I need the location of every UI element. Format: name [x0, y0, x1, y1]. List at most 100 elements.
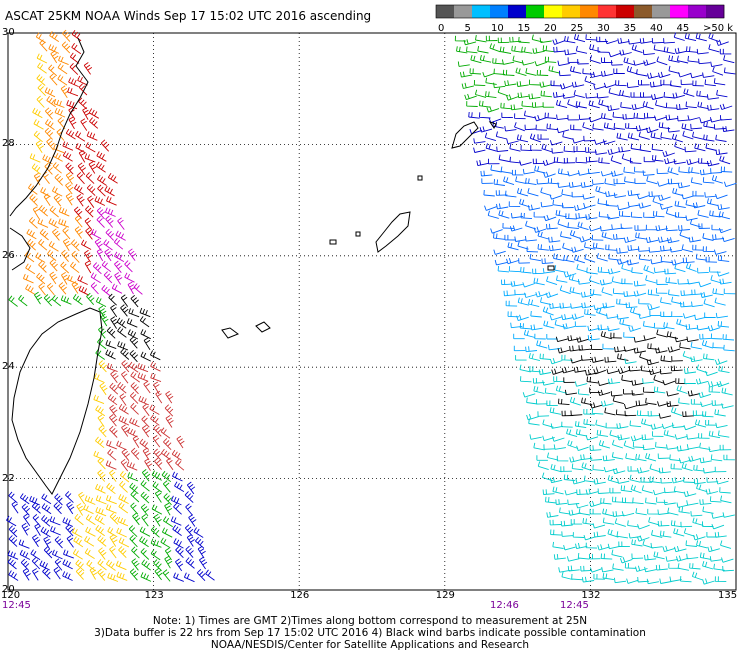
- wind-barb: [702, 506, 714, 514]
- wind-barb: [98, 305, 107, 319]
- wind-barb: [525, 68, 537, 76]
- wind-barb: [514, 236, 527, 242]
- wind-barb: [531, 34, 544, 43]
- wind-barb: [681, 193, 695, 200]
- wind-barb: [62, 141, 74, 151]
- wind-barb: [526, 397, 538, 405]
- wind-barb: [542, 268, 555, 274]
- wind-barb: [62, 238, 71, 251]
- wind-barb: [103, 239, 113, 251]
- wind-barb: [97, 457, 106, 470]
- wind-barb: [651, 154, 664, 162]
- wind-barb: [475, 35, 487, 43]
- wind-barb: [672, 422, 684, 429]
- wind-barb: [698, 433, 710, 439]
- wind-barb: [711, 524, 725, 530]
- wind-barb: [722, 236, 735, 243]
- wind-barb: [702, 72, 715, 78]
- wind-barb: [655, 288, 668, 294]
- wind-barb: [106, 326, 116, 339]
- wind-barb: [586, 267, 598, 275]
- wind-barb: [497, 265, 510, 273]
- wind-barb: [569, 286, 581, 295]
- wind-barb: [48, 241, 59, 252]
- wind-barb: [715, 422, 728, 429]
- wind-barb: [674, 141, 686, 151]
- wind-barb: [531, 102, 544, 108]
- wind-barb: [78, 150, 86, 163]
- wind-barb: [485, 77, 497, 85]
- wind-barb: [549, 407, 561, 415]
- map-title: ASCAT 25KM NOAA Winds Sep 17 15:02 UTC 2…: [5, 9, 372, 23]
- wind-barb: [97, 184, 106, 197]
- wind-barb: [707, 325, 721, 332]
- wind-barb: [563, 146, 576, 153]
- wind-barb: [585, 542, 598, 549]
- wind-barb: [106, 196, 117, 206]
- wind-barb: [583, 135, 596, 142]
- wind-barb: [674, 200, 686, 209]
- wind-barb: [670, 365, 683, 372]
- wind-barb: [7, 557, 17, 570]
- wind-barb: [107, 572, 119, 582]
- wind-barb: [22, 568, 31, 581]
- wind-barb: [109, 469, 117, 482]
- map-frame: [7, 32, 737, 591]
- wind-barb: [651, 37, 664, 44]
- wind-barb: [543, 214, 557, 222]
- wind-barb: [524, 292, 537, 298]
- wind-barb: [502, 69, 515, 76]
- wind-barb: [154, 490, 162, 503]
- wind-barb: [635, 232, 647, 240]
- wind-barb: [199, 556, 208, 570]
- wind-barb: [693, 534, 706, 541]
- wind-barb: [119, 393, 127, 406]
- wind-barb: [41, 515, 51, 527]
- wind-barb: [582, 518, 594, 526]
- wind-barb: [529, 366, 541, 373]
- wind-barb: [657, 181, 670, 187]
- wind-barb: [632, 441, 645, 449]
- wind-barb: [22, 273, 34, 284]
- wind-barb: [567, 222, 579, 230]
- wind-barb: [490, 228, 503, 234]
- wind-barb: [657, 71, 671, 79]
- wind-barb: [700, 401, 713, 408]
- wind-barb: [666, 401, 679, 407]
- wind-barb: [642, 170, 655, 176]
- wind-barb: [582, 122, 594, 131]
- wind-barb: [131, 558, 140, 571]
- wind-barb: [617, 204, 630, 211]
- wind-barb: [626, 578, 639, 584]
- wind-barb: [598, 157, 610, 164]
- wind-barb: [619, 49, 632, 56]
- wind-barb: [564, 389, 578, 396]
- wind-barb: [612, 496, 624, 503]
- wind-barb: [712, 234, 725, 241]
- wind-barb: [65, 162, 74, 175]
- wind-barb: [130, 447, 140, 460]
- wind-barb: [128, 248, 137, 261]
- wind-barb: [74, 215, 83, 228]
- wind-barb: [113, 238, 124, 250]
- wind-barb: [596, 253, 608, 262]
- legend-label: 5: [465, 23, 471, 34]
- wind-barb: [150, 538, 162, 548]
- wind-barb: [163, 516, 173, 528]
- wind-barb: [628, 533, 641, 539]
- legend-swatch: [652, 5, 671, 18]
- wind-barb: [599, 279, 613, 286]
- legend-label: 20: [544, 23, 557, 34]
- wind-barb: [75, 130, 86, 142]
- wind-barb: [602, 455, 615, 462]
- wind-barb: [164, 555, 173, 569]
- wind-barb: [600, 553, 613, 560]
- wind-barb: [109, 382, 119, 395]
- wind-barb: [635, 400, 648, 407]
- wind-barb: [614, 518, 626, 527]
- wind-barb: [670, 407, 682, 417]
- wind-barb: [43, 294, 53, 307]
- wind-barb: [631, 390, 644, 396]
- wind-barb: [718, 227, 732, 234]
- wind-barb: [633, 60, 646, 66]
